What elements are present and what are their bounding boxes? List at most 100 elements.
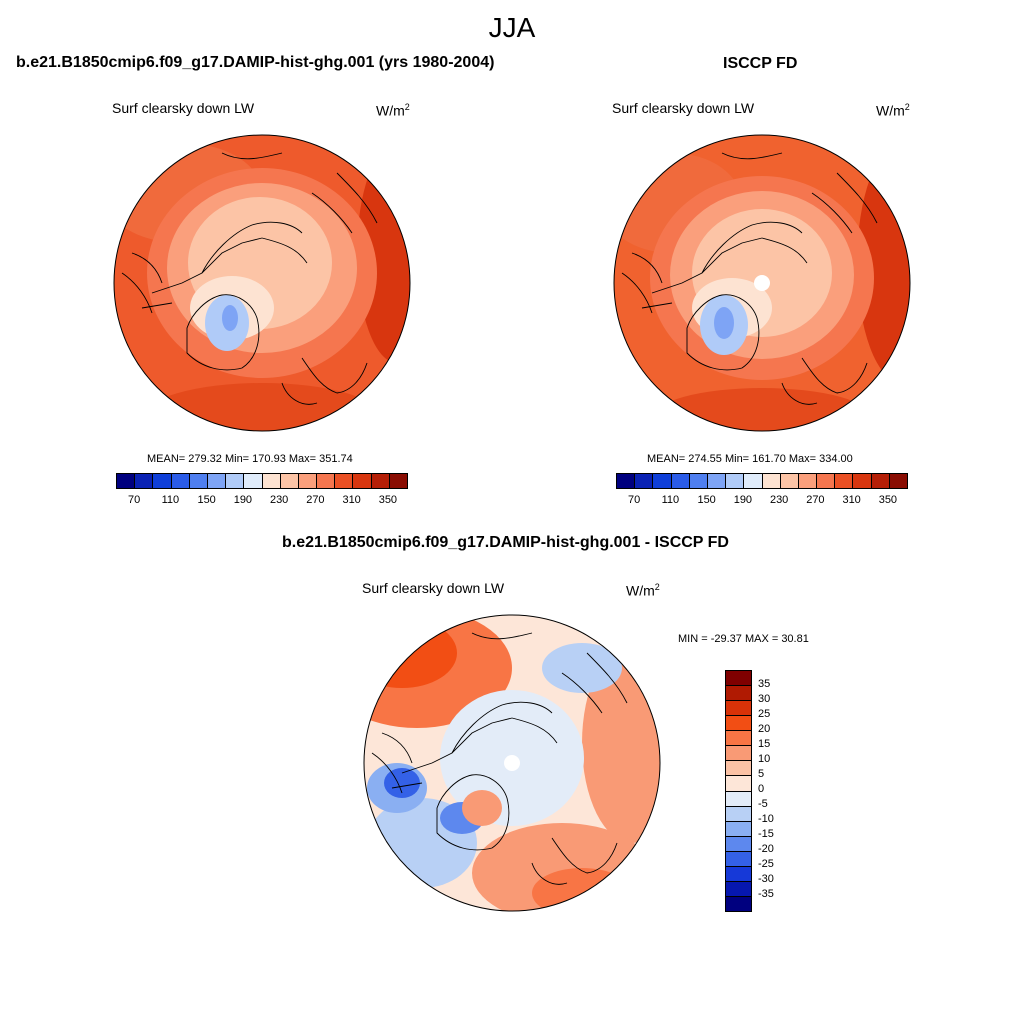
colorbar-swatch: [707, 474, 727, 488]
panel1-units: W/m2: [376, 102, 410, 119]
colorbar-tick-label: -15: [758, 828, 774, 840]
colorbar-swatch: [298, 474, 318, 488]
colorbar-swatch: [671, 474, 690, 488]
colorbar-tick-label: 0: [758, 783, 765, 795]
colorbar-swatch: [744, 474, 763, 488]
panel3-variable-label: Surf clearsky down LW: [362, 580, 505, 596]
panel1-colorbar: [116, 473, 408, 489]
colorbar-swatch: [207, 474, 227, 488]
colorbar-tick-label: 310: [342, 494, 361, 506]
colorbar-tick-label: 190: [233, 494, 253, 506]
colorbar-swatch: [153, 474, 172, 488]
colorbar-tick-label: 15: [758, 738, 771, 750]
colorbar-tick-label: 20: [758, 723, 771, 735]
colorbar-swatch: [726, 671, 751, 687]
colorbar-swatch: [835, 474, 854, 488]
panel2-polar-map: [612, 133, 912, 433]
colorbar-tick-label: 230: [269, 494, 289, 506]
colorbar-swatch: [189, 474, 208, 488]
colorbar-tick-label: 350: [878, 494, 898, 506]
colorbar-swatch: [653, 474, 672, 488]
colorbar-swatch: [280, 474, 299, 488]
colorbar-swatch: [353, 474, 372, 488]
panel3-stats: MIN = -29.37 MAX = 30.81: [678, 633, 809, 645]
colorbar-swatch: [853, 474, 872, 488]
colorbar-tick-label: -20: [758, 843, 774, 855]
colorbar-tick-label: 150: [697, 494, 716, 506]
colorbar-swatch: [617, 474, 636, 488]
colorbar-swatch: [226, 474, 245, 488]
colorbar-tick-label: 70: [628, 494, 641, 506]
colorbar-swatch: [117, 474, 136, 488]
colorbar-swatch: [726, 836, 751, 852]
colorbar-swatch: [635, 474, 654, 488]
colorbar-swatch: [689, 474, 708, 488]
colorbar-swatch: [726, 746, 751, 762]
panel1-title: b.e21.B1850cmip6.f09_g17.DAMIP-hist-ghg.…: [16, 54, 495, 71]
panel1-colorbar-ticks: 70 110 150 190 230 270 310 350: [116, 494, 406, 508]
colorbar-swatch: [726, 686, 751, 702]
colorbar-tick-label: 10: [758, 753, 771, 765]
panel2-title: ISCCP FD: [723, 55, 798, 72]
colorbar-tick-label: 270: [306, 494, 325, 506]
colorbar-swatch: [726, 806, 751, 822]
colorbar-swatch: [780, 474, 799, 488]
colorbar-tick-label: 350: [378, 494, 398, 506]
colorbar-swatch: [726, 701, 751, 717]
panel2-variable-label: Surf clearsky down LW: [612, 100, 755, 116]
colorbar-swatch: [726, 716, 751, 732]
colorbar-swatch: [762, 474, 781, 488]
panel3-title: b.e21.B1850cmip6.f09_g17.DAMIP-hist-ghg.…: [282, 534, 729, 551]
colorbar-swatch: [726, 761, 751, 777]
panel2-colorbar-ticks: 70 110 150 190 230 270 310 350: [616, 494, 906, 508]
panel3-polar-map: [362, 613, 662, 913]
colorbar-swatch: [871, 474, 890, 488]
colorbar-swatch: [335, 474, 354, 488]
colorbar-swatch: [371, 474, 390, 488]
colorbar-swatch: [726, 776, 751, 792]
colorbar-tick-label: 110: [661, 494, 680, 506]
colorbar-tick-label: 25: [758, 708, 771, 720]
colorbar-swatch: [171, 474, 190, 488]
colorbar-swatch: [726, 896, 751, 911]
panel1-stats: MEAN= 279.32 Min= 170.93 Max= 351.74: [147, 453, 353, 465]
colorbar-swatch: [726, 791, 751, 807]
colorbar-swatch: [317, 474, 336, 488]
panel3-units: W/m2: [626, 582, 660, 599]
colorbar-tick-label: -35: [758, 888, 774, 900]
colorbar-tick-label: -5: [758, 798, 768, 810]
colorbar-swatch: [135, 474, 154, 488]
colorbar-tick-label: 150: [197, 494, 216, 506]
colorbar-tick-label: -10: [758, 813, 774, 825]
colorbar-swatch: [798, 474, 818, 488]
colorbar-swatch: [389, 474, 407, 488]
panel3-colorbar: [725, 670, 752, 912]
colorbar-tick-label: 5: [758, 768, 765, 780]
panel2-units: W/m2: [876, 102, 910, 119]
colorbar-tick-label: -30: [758, 873, 774, 885]
panel1-polar-map: [112, 133, 412, 433]
panel1-variable-label: Surf clearsky down LW: [112, 100, 255, 116]
colorbar-tick-label: 70: [128, 494, 141, 506]
colorbar-swatch: [244, 474, 263, 488]
colorbar-tick-label: 30: [758, 693, 771, 705]
colorbar-tick-label: 110: [161, 494, 180, 506]
panel2-stats: MEAN= 274.55 Min= 161.70 Max= 334.00: [647, 453, 853, 465]
colorbar-tick-label: 270: [806, 494, 825, 506]
colorbar-tick-label: 35: [758, 678, 771, 690]
colorbar-swatch: [889, 474, 907, 488]
colorbar-swatch: [726, 821, 751, 837]
panel2-colorbar: [616, 473, 908, 489]
colorbar-tick-label: -25: [758, 858, 774, 870]
colorbar-swatch: [726, 851, 751, 867]
colorbar-swatch: [726, 881, 751, 897]
colorbar-swatch: [726, 866, 751, 882]
colorbar-tick-label: 310: [842, 494, 861, 506]
colorbar-swatch: [726, 731, 751, 747]
season-title: JJA: [488, 12, 536, 43]
panel3-colorbar-ticks: 35 30 25 20 15 10 5 0 -5 -10 -15 -20 -25 -30 -35: [758, 670, 798, 910]
colorbar-swatch: [726, 474, 745, 488]
colorbar-tick-label: 230: [769, 494, 789, 506]
colorbar-swatch: [817, 474, 836, 488]
colorbar-tick-label: 190: [733, 494, 753, 506]
